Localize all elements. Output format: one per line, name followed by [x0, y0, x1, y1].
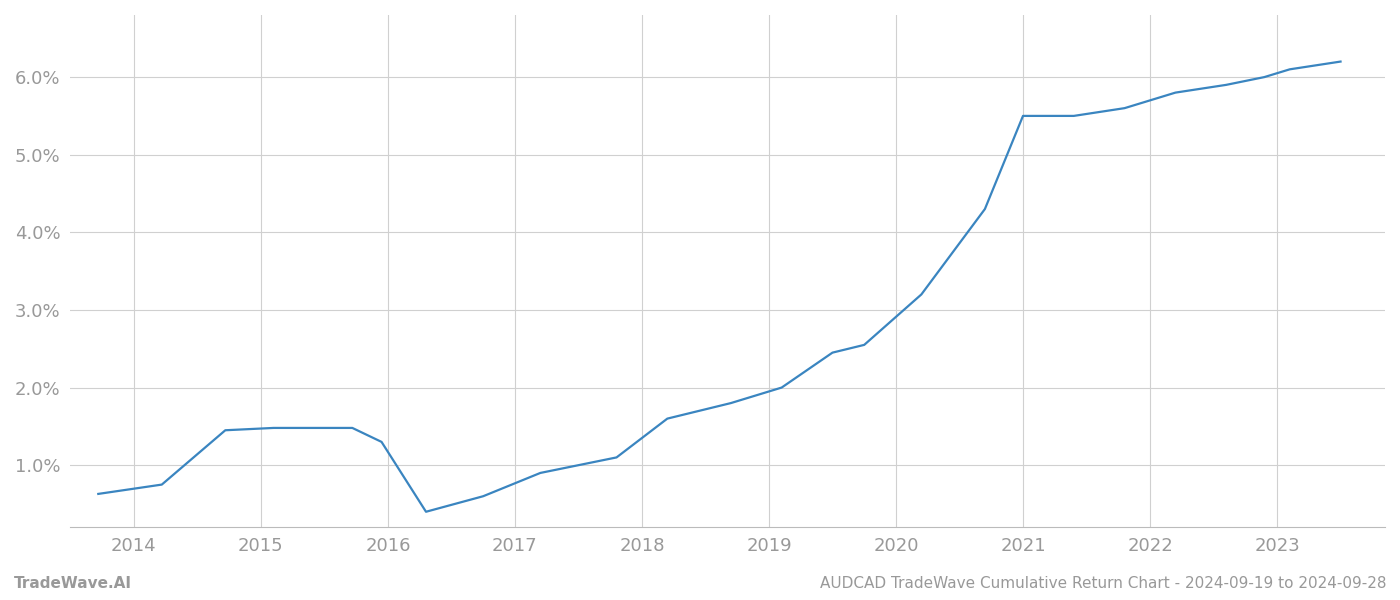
Text: AUDCAD TradeWave Cumulative Return Chart - 2024-09-19 to 2024-09-28: AUDCAD TradeWave Cumulative Return Chart…	[819, 576, 1386, 591]
Text: TradeWave.AI: TradeWave.AI	[14, 576, 132, 591]
